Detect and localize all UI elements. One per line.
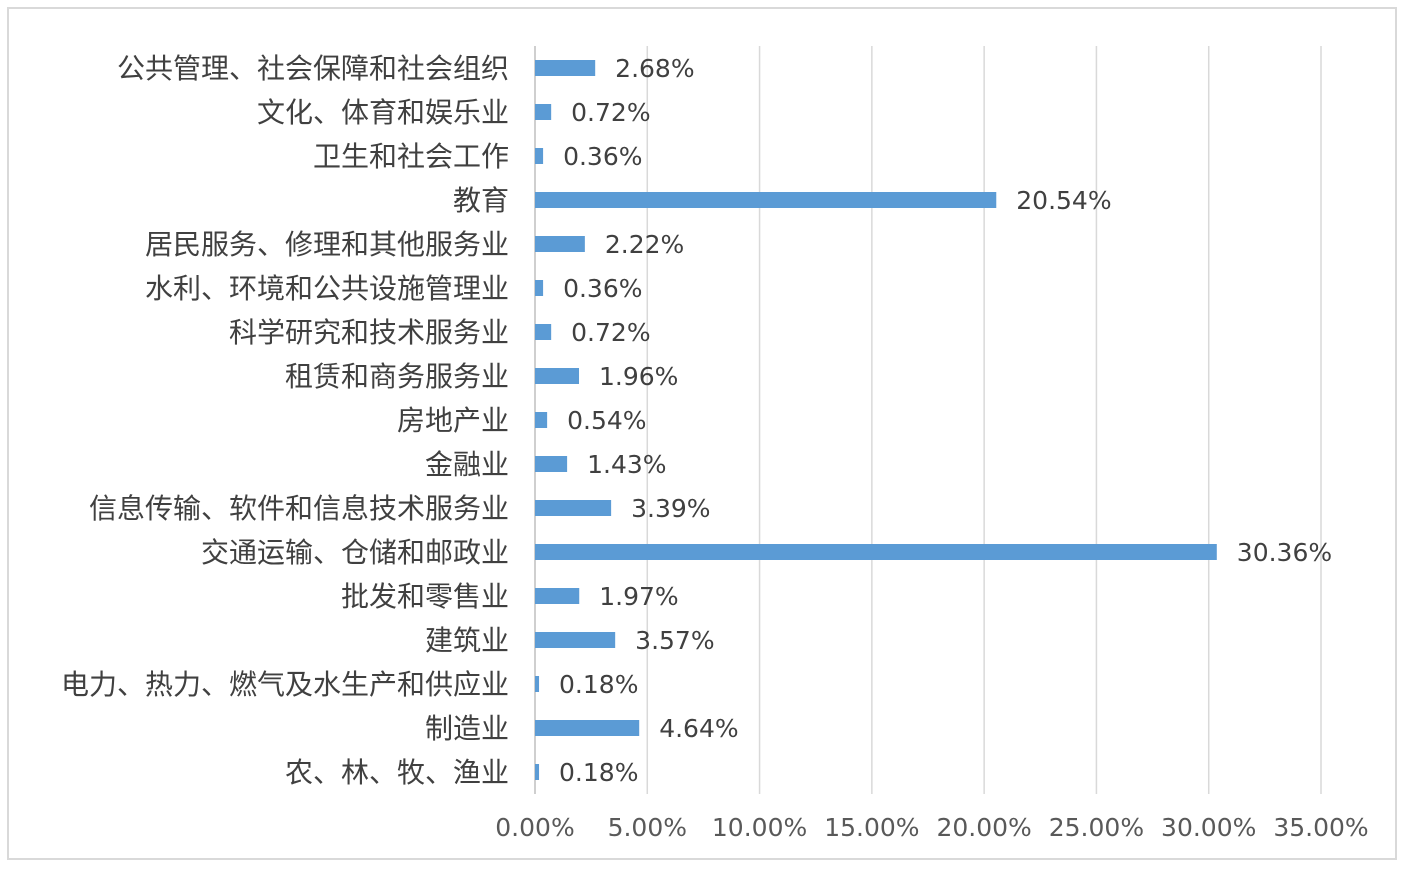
data-label: 30.36% bbox=[1237, 538, 1332, 567]
data-label: 1.43% bbox=[587, 450, 666, 479]
data-label: 0.72% bbox=[571, 318, 650, 347]
x-tick-label: 30.00% bbox=[1161, 813, 1256, 842]
category-label: 水利、环境和公共设施管理业 bbox=[145, 272, 509, 305]
category-label: 电力、热力、燃气及水生产和供应业 bbox=[61, 668, 509, 701]
x-tick-label: 35.00% bbox=[1273, 813, 1368, 842]
bar bbox=[535, 412, 548, 428]
bar bbox=[535, 720, 640, 736]
bar bbox=[535, 588, 580, 604]
bar bbox=[535, 764, 540, 780]
gridlines bbox=[534, 46, 1322, 794]
data-label: 0.18% bbox=[559, 758, 638, 787]
bar-chart: 公共管理、社会保障和社会组织文化、体育和娱乐业卫生和社会工作教育居民服务、修理和… bbox=[61, 46, 1369, 842]
x-tick-label: 10.00% bbox=[712, 813, 807, 842]
category-label: 租赁和商务服务业 bbox=[285, 360, 509, 393]
data-label: 0.36% bbox=[563, 142, 642, 171]
bar bbox=[535, 456, 568, 472]
bar bbox=[535, 632, 616, 648]
category-label: 卫生和社会工作 bbox=[313, 140, 509, 173]
data-label: 1.97% bbox=[599, 582, 678, 611]
category-label: 科学研究和技术服务业 bbox=[229, 316, 509, 349]
bars bbox=[535, 60, 1217, 780]
category-label: 居民服务、修理和其他服务业 bbox=[145, 228, 509, 261]
category-label: 制造业 bbox=[425, 712, 509, 745]
category-label: 批发和零售业 bbox=[341, 580, 509, 613]
x-tick-label: 0.00% bbox=[495, 813, 574, 842]
bar bbox=[535, 60, 596, 76]
data-label: 4.64% bbox=[659, 714, 738, 743]
data-label: 3.39% bbox=[631, 494, 710, 523]
bar bbox=[535, 192, 997, 208]
data-label: 0.18% bbox=[559, 670, 638, 699]
data-label: 3.57% bbox=[635, 626, 714, 655]
data-label: 2.68% bbox=[615, 54, 694, 83]
category-label: 教育 bbox=[453, 184, 509, 217]
category-label: 文化、体育和娱乐业 bbox=[257, 96, 509, 129]
bar bbox=[535, 368, 580, 384]
data-label: 20.54% bbox=[1016, 186, 1111, 215]
bar bbox=[535, 544, 1217, 560]
category-label: 房地产业 bbox=[397, 404, 509, 437]
data-label: 1.96% bbox=[599, 362, 678, 391]
data-label: 0.72% bbox=[571, 98, 650, 127]
bar bbox=[535, 148, 544, 164]
bar bbox=[535, 280, 544, 296]
chart-frame: 公共管理、社会保障和社会组织文化、体育和娱乐业卫生和社会工作教育居民服务、修理和… bbox=[7, 7, 1397, 860]
x-axis-tick-labels: 0.00% 5.00% 10.00% 15.00% 20.00% 25.00% 30.00%… bbox=[495, 813, 1368, 842]
category-label: 金融业 bbox=[425, 448, 509, 481]
category-label: 信息传输、软件和信息技术服务业 bbox=[89, 492, 509, 525]
bar bbox=[535, 236, 585, 252]
bar bbox=[535, 676, 540, 692]
data-label: 2.22% bbox=[605, 230, 684, 259]
category-label: 建筑业 bbox=[425, 624, 509, 657]
x-tick-label: 20.00% bbox=[936, 813, 1031, 842]
x-tick-label: 25.00% bbox=[1049, 813, 1144, 842]
bar bbox=[535, 324, 552, 340]
x-tick-label: 5.00% bbox=[608, 813, 687, 842]
data-label: 0.36% bbox=[563, 274, 642, 303]
data-labels: 2.68% 0.72% 0.36% 20.54% 2.22% 0.36% 0.72% 1.96… bbox=[559, 54, 1332, 787]
bar bbox=[535, 500, 612, 516]
category-labels: 公共管理、社会保障和社会组织文化、体育和娱乐业卫生和社会工作教育居民服务、修理和… bbox=[61, 52, 509, 789]
data-label: 0.54% bbox=[567, 406, 646, 435]
category-label: 农、林、牧、渔业 bbox=[285, 756, 509, 789]
category-label: 交通运输、仓储和邮政业 bbox=[201, 536, 509, 569]
bar bbox=[535, 104, 552, 120]
x-tick-label: 15.00% bbox=[824, 813, 919, 842]
category-label: 公共管理、社会保障和社会组织 bbox=[117, 52, 509, 85]
